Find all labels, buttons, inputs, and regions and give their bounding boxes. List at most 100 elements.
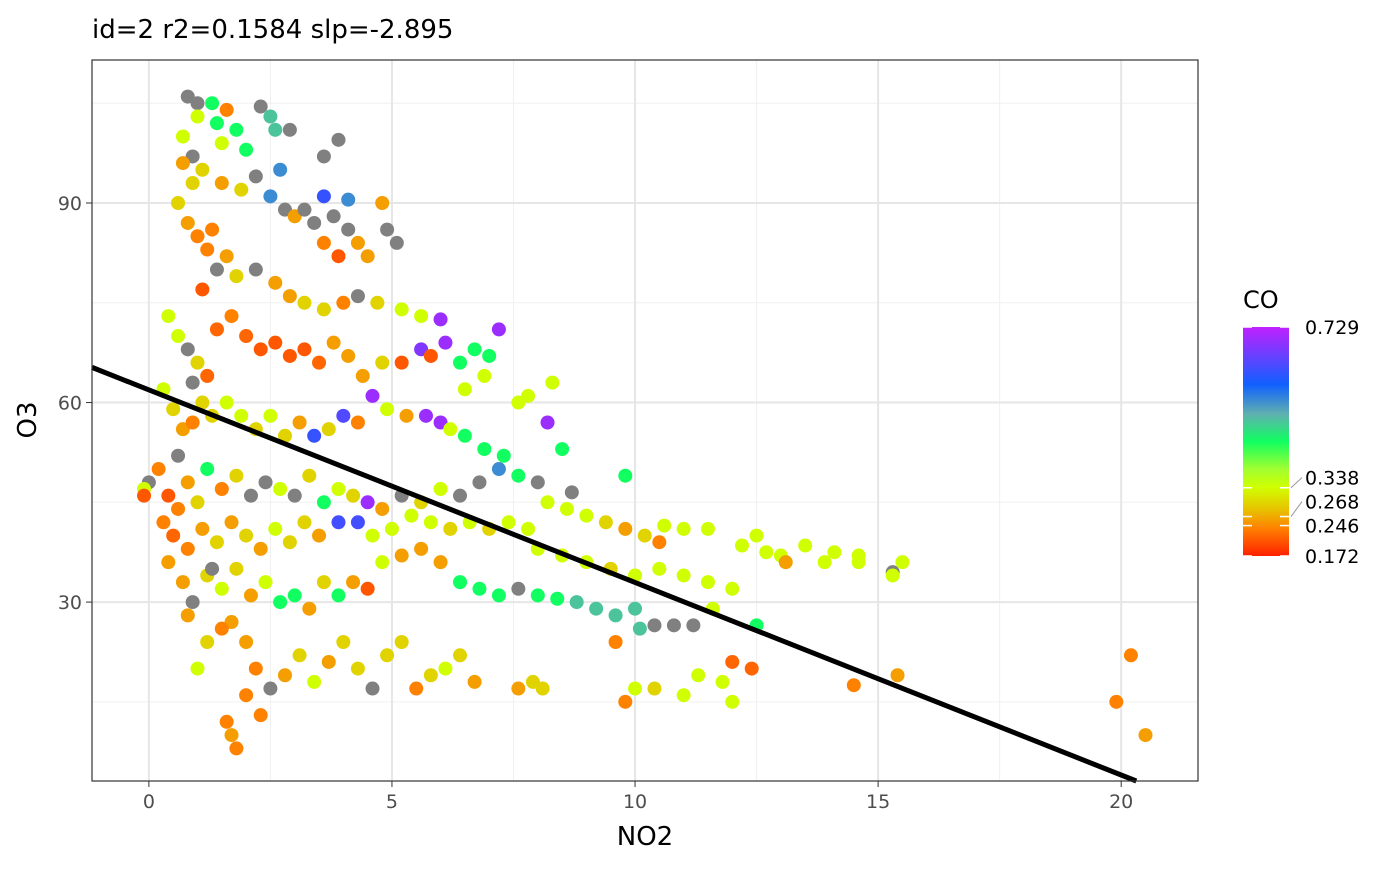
data-point — [195, 521, 210, 536]
legend-break-label: 0.268 — [1305, 492, 1359, 514]
data-point — [491, 322, 506, 337]
data-point — [521, 388, 536, 403]
data-point — [214, 581, 229, 596]
data-point — [171, 329, 186, 344]
data-point — [209, 535, 224, 550]
panel-border — [91, 59, 1199, 782]
data-point — [375, 196, 390, 211]
x-tick-label: 0 — [143, 791, 155, 813]
data-point — [598, 515, 613, 530]
y-tick-label: 30 — [58, 592, 82, 614]
data-point — [292, 415, 307, 430]
data-point — [632, 621, 647, 636]
data-point — [530, 475, 545, 490]
data-point — [885, 568, 900, 583]
data-point — [316, 149, 331, 164]
data-point — [443, 422, 458, 437]
data-point — [190, 109, 205, 124]
data-point — [350, 235, 365, 250]
data-point — [360, 581, 375, 596]
data-point — [205, 222, 220, 237]
data-point — [219, 102, 234, 117]
data-point — [365, 388, 380, 403]
data-point — [676, 521, 691, 536]
data-point — [341, 222, 356, 237]
data-point — [394, 302, 409, 317]
data-point — [185, 375, 200, 390]
data-point — [423, 348, 438, 363]
data-point — [545, 375, 560, 390]
data-point — [399, 408, 414, 423]
data-point — [282, 122, 297, 137]
data-point — [496, 448, 511, 463]
data-point — [316, 302, 331, 317]
data-point — [263, 681, 278, 696]
data-point — [263, 408, 278, 423]
data-point — [1109, 694, 1124, 709]
data-point — [282, 348, 297, 363]
x-tick-label: 10 — [623, 791, 647, 813]
data-point — [1138, 728, 1153, 743]
data-point — [312, 528, 327, 543]
data-point — [214, 136, 229, 151]
data-point — [491, 462, 506, 477]
data-point — [171, 196, 186, 211]
data-point — [253, 541, 268, 556]
data-point — [253, 342, 268, 357]
data-point — [297, 202, 312, 217]
data-point — [628, 601, 643, 616]
data-point — [472, 581, 487, 596]
data-point — [316, 575, 331, 590]
data-point — [477, 442, 492, 457]
data-point — [273, 595, 288, 610]
data-point — [234, 182, 249, 197]
data-point — [239, 634, 254, 649]
data-point — [725, 581, 740, 596]
panel-background — [92, 60, 1198, 781]
data-point — [200, 634, 215, 649]
regression-line — [91, 365, 1138, 784]
data-point — [316, 495, 331, 510]
data-point — [511, 468, 526, 483]
data-point — [453, 355, 468, 370]
data-point — [666, 618, 681, 633]
data-point — [229, 561, 244, 576]
data-point — [404, 508, 419, 523]
data-point — [219, 249, 234, 264]
data-point — [302, 468, 317, 483]
data-point — [229, 468, 244, 483]
colorbar — [1243, 327, 1289, 556]
data-point — [686, 618, 701, 633]
data-point — [467, 342, 482, 357]
data-point — [214, 176, 229, 191]
data-point — [350, 661, 365, 676]
data-point — [453, 648, 468, 663]
data-point — [380, 402, 395, 417]
data-point — [268, 521, 283, 536]
data-point — [205, 561, 220, 576]
data-point — [297, 295, 312, 310]
data-point — [559, 501, 574, 516]
data-point — [438, 335, 453, 350]
data-point — [273, 162, 288, 177]
data-point — [827, 545, 842, 560]
data-point — [433, 312, 448, 327]
data-point — [239, 528, 254, 543]
data-point — [375, 355, 390, 370]
data-point — [360, 249, 375, 264]
data-point — [248, 262, 263, 277]
data-point — [540, 415, 555, 430]
data-point — [725, 694, 740, 709]
y-tick-label: 90 — [58, 193, 82, 215]
data-point — [287, 488, 302, 503]
data-point — [637, 528, 652, 543]
data-point — [229, 122, 244, 137]
data-point — [224, 309, 239, 324]
data-point — [511, 681, 526, 696]
data-point — [248, 169, 263, 184]
data-point — [443, 521, 458, 536]
data-point — [380, 648, 395, 663]
data-point — [394, 634, 409, 649]
data-point — [336, 408, 351, 423]
